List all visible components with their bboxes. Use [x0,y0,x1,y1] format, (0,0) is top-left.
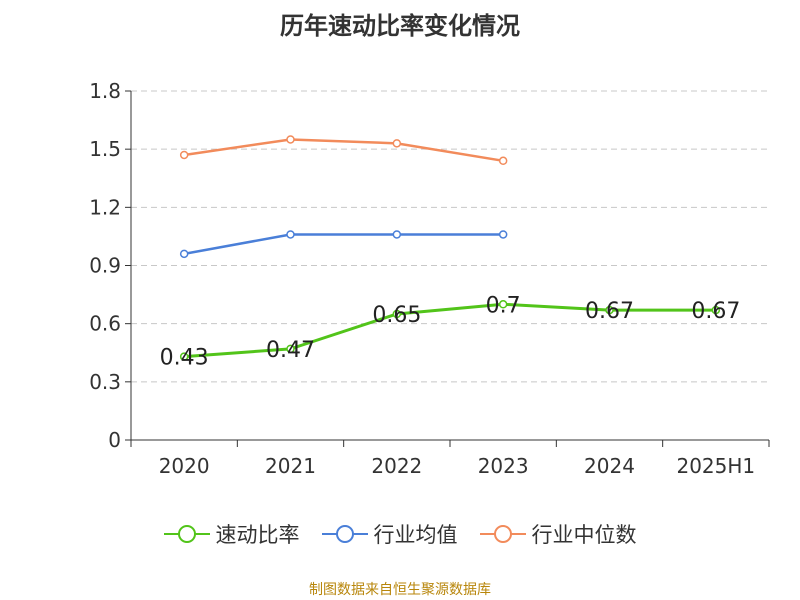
data-point [179,150,189,160]
y-tick-label: 1.2 [89,195,121,219]
data-label: 0.65 [372,303,421,328]
y-tick-label: 1.5 [89,137,121,161]
data-point [498,300,508,309]
legend-marker-icon [479,525,526,543]
data-point [605,305,614,315]
data-label: 0.47 [266,338,315,363]
legend-item-series-1[interactable]: 行业均值 [321,519,458,549]
x-tick-label: 2024 [584,454,635,478]
legend-item-series-0[interactable]: 速动比率 [163,519,300,549]
x-tick-label: 2022 [371,454,422,478]
data-point [179,352,189,361]
x-tick-label: 2020 [159,454,210,478]
x-tick-label: 2023 [478,454,529,478]
series-line-0 [184,302,716,359]
data-label: 0.67 [585,299,634,324]
data-label: 0.43 [160,346,209,371]
y-tick-label: 0.6 [89,312,121,336]
legend: 速动比率 行业均值 行业中位数 [0,519,800,549]
data-point [392,309,402,319]
y-tick-label: 1.8 [89,79,121,103]
data-point [286,135,295,144]
y-tick-label: 0.3 [89,370,121,394]
legend-label: 速动比率 [215,523,300,547]
legend-label: 行业均值 [373,523,458,547]
data-point [711,305,721,315]
x-tick-label: 2025H1 [676,454,755,478]
data-point [498,156,508,166]
data-point [392,230,402,239]
series-line-2 [183,138,504,163]
data-label: 0.67 [691,299,740,324]
series-line-1 [183,233,504,256]
legend-marker-icon [163,525,210,543]
data-point [286,344,295,354]
data-point [498,230,508,239]
data-point [392,139,402,148]
source-note: 制图数据来自恒生聚源数据库 [309,582,491,598]
chart-title: 历年速动比率变化情况 [280,12,520,40]
legend-label: 行业中位数 [531,523,637,547]
data-point [179,249,189,259]
legend-marker-icon [321,525,368,543]
legend-item-series-2[interactable]: 行业中位数 [479,519,637,549]
data-label: 0.7 [486,293,521,318]
y-tick-label: 0.9 [89,254,121,278]
x-tick-label: 2021 [265,454,316,478]
data-point [286,230,295,239]
y-tick-label: 0 [108,428,121,452]
